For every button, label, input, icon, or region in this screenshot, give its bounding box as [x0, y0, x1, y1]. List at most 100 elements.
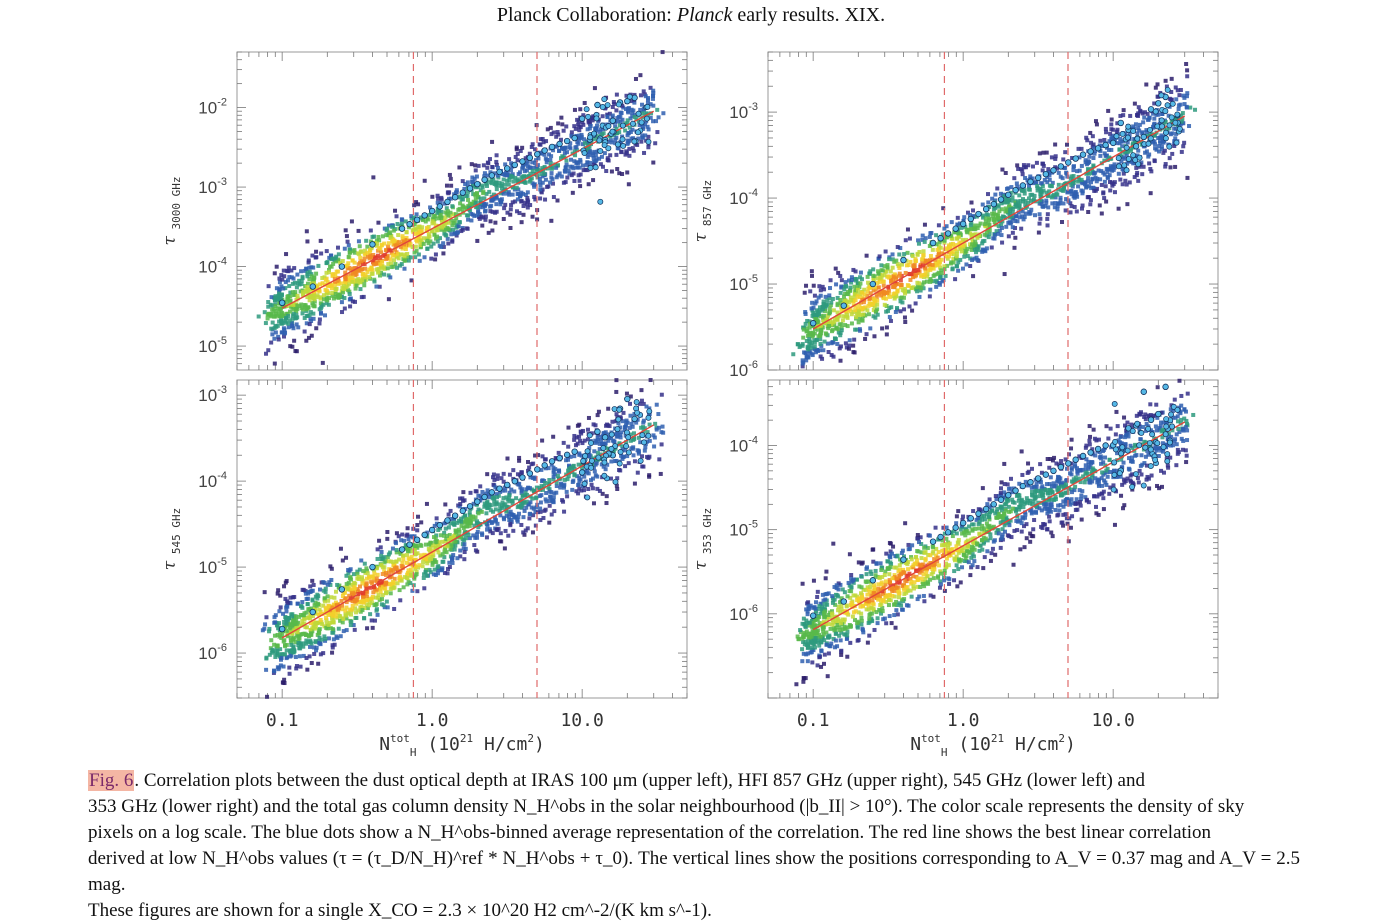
density-pixel — [939, 268, 943, 272]
binned-average-dot — [991, 201, 997, 207]
density-pixel — [885, 332, 889, 336]
density-pixel — [626, 109, 630, 113]
density-pixel — [565, 176, 569, 180]
density-pixel — [1173, 165, 1177, 169]
density-pixel — [996, 216, 1000, 220]
density-pixel — [633, 115, 637, 119]
density-pixel — [380, 550, 384, 554]
binned-average-dot — [600, 104, 605, 109]
density-pixel — [907, 290, 911, 294]
density-pixel — [860, 318, 864, 322]
density-pixel — [1023, 215, 1027, 219]
density-pixel — [1087, 155, 1091, 159]
density-pixel — [638, 73, 642, 77]
density-pixel — [838, 274, 842, 278]
figure-6: 10-210-310-410-50.11.010.0τ 3000 GHzNtot… — [0, 0, 1382, 760]
density-pixel — [1076, 184, 1080, 188]
density-pixel — [627, 154, 631, 158]
binned-average-dot — [1133, 143, 1139, 149]
density-pixel — [555, 199, 559, 203]
density-pixel — [511, 193, 515, 197]
density-pixel — [1174, 97, 1178, 101]
density-pixel — [489, 219, 493, 223]
density-pixel — [543, 198, 547, 202]
density-pixel — [287, 666, 291, 670]
density-pixel — [1000, 241, 1004, 245]
density-pixel — [344, 277, 348, 281]
density-pixel — [1057, 171, 1061, 175]
density-pixel — [560, 175, 564, 179]
density-pixel — [564, 124, 568, 128]
density-pixel — [578, 184, 582, 188]
density-pixel — [1152, 117, 1156, 121]
density-pixel — [573, 145, 577, 149]
density-pixel — [832, 355, 836, 359]
density-pixel — [814, 350, 818, 354]
density-pixel — [908, 237, 912, 241]
density-pixel — [372, 279, 376, 283]
density-pixel — [1091, 177, 1095, 181]
density-pixel — [301, 290, 305, 294]
density-pixel — [563, 151, 567, 155]
density-pixel — [641, 136, 645, 140]
density-pixel — [1046, 223, 1050, 227]
density-pixel — [424, 220, 428, 224]
density-pixel — [564, 180, 568, 184]
density-pixel — [614, 153, 618, 157]
density-pixel — [508, 522, 512, 526]
density-pixel — [804, 284, 808, 288]
density-pixel — [367, 603, 371, 607]
density-pixel — [376, 271, 380, 275]
binned-average-dot — [279, 300, 285, 306]
density-pixel — [851, 268, 855, 272]
binned-average-dot — [606, 124, 611, 129]
binned-average-dot — [841, 303, 847, 309]
density-pixel — [970, 201, 974, 205]
density-pixel — [309, 265, 313, 269]
density-pixel — [423, 179, 427, 183]
density-pixel — [295, 322, 299, 326]
density-pixel — [478, 217, 482, 221]
density-pixel — [842, 287, 846, 291]
density-pixel — [601, 114, 605, 118]
density-pixel — [1060, 188, 1064, 192]
density-pixel — [1137, 105, 1141, 109]
density-pixel — [642, 89, 646, 93]
density-pixel — [279, 273, 283, 277]
density-pixel — [1040, 202, 1044, 206]
density-pixel — [1023, 176, 1027, 180]
density-pixel — [502, 192, 506, 196]
density-pixel — [955, 252, 959, 256]
density-pixel — [915, 289, 919, 293]
density-pixel — [458, 207, 462, 211]
density-pixel — [391, 547, 395, 551]
density-pixel — [1133, 175, 1137, 179]
density-pixel — [546, 184, 550, 188]
density-pixel — [551, 466, 555, 470]
density-pixel — [932, 267, 936, 271]
density-pixel — [482, 163, 486, 167]
y-tick-label: 10-5 — [198, 335, 227, 356]
density-pixel — [279, 605, 283, 609]
density-pixel — [879, 263, 883, 267]
density-pixel — [1012, 176, 1016, 180]
density-pixel — [1076, 180, 1080, 184]
density-pixel — [850, 278, 854, 282]
density-pixel — [1011, 231, 1015, 235]
density-pixel — [895, 306, 899, 310]
density-pixel — [833, 337, 837, 341]
density-pixel — [839, 291, 843, 295]
density-pixel — [285, 579, 289, 583]
density-pixel — [264, 352, 268, 356]
density-pixel — [292, 308, 296, 312]
density-pixel — [447, 513, 451, 517]
density-pixel — [325, 297, 329, 301]
density-pixel — [1019, 227, 1023, 231]
density-pixel — [830, 341, 834, 345]
density-pixel — [1104, 200, 1108, 204]
density-pixel — [290, 345, 294, 349]
density-pixel — [316, 264, 320, 268]
binned-average-dot — [1095, 145, 1101, 151]
density-pixel — [310, 254, 314, 258]
density-pixel — [819, 294, 823, 298]
